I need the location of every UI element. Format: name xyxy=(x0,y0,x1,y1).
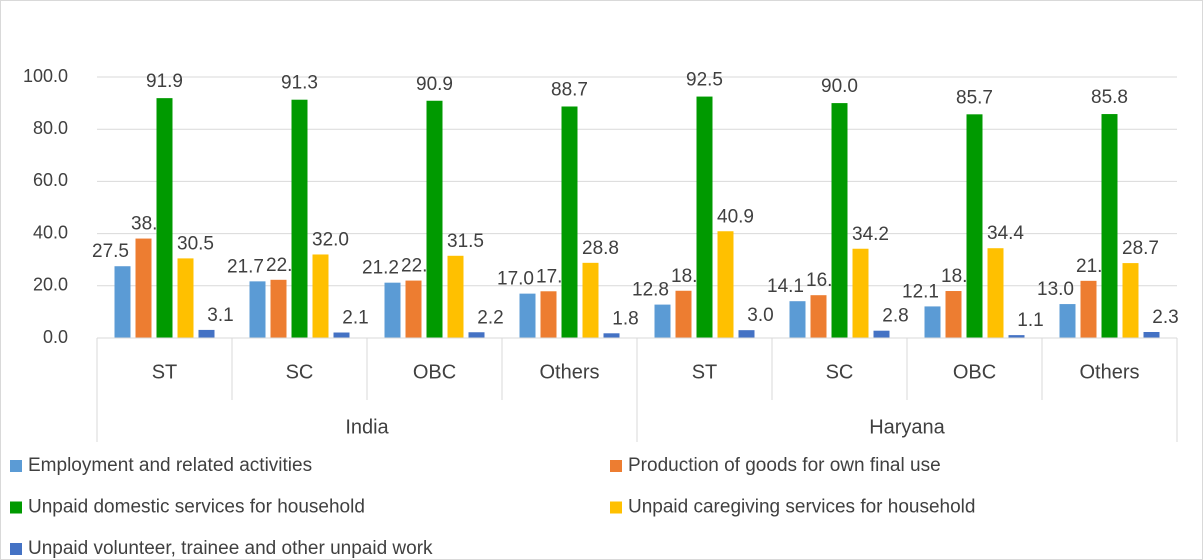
bar xyxy=(987,248,1004,338)
bar xyxy=(852,248,869,338)
y-tick-label: 80.0 xyxy=(33,118,68,138)
group-label: Haryana xyxy=(869,416,945,438)
x-tick-label: SC xyxy=(826,361,854,383)
data-label: 3.1 xyxy=(207,305,233,326)
x-tick-label: OBC xyxy=(413,361,456,383)
data-label: 28.7 xyxy=(1122,238,1159,259)
bar xyxy=(135,238,152,338)
data-label: 27.5 xyxy=(92,241,129,262)
y-tick-label: 20.0 xyxy=(33,275,68,295)
data-label: 91.9 xyxy=(146,71,183,92)
data-label: 2.1 xyxy=(342,308,368,329)
data-label: 1.8 xyxy=(612,308,638,329)
bar xyxy=(468,332,485,338)
data-label: 32.0 xyxy=(312,229,349,250)
bar xyxy=(810,295,827,338)
bar xyxy=(945,291,962,338)
data-label: 28.8 xyxy=(582,238,619,259)
bar xyxy=(519,293,536,338)
data-label: 40.9 xyxy=(717,206,754,227)
bar xyxy=(384,282,401,338)
data-label: 30.5 xyxy=(177,233,214,254)
data-label: 21.7 xyxy=(227,256,264,277)
data-label: 85.7 xyxy=(956,87,993,108)
bar xyxy=(582,262,599,338)
bar xyxy=(405,280,422,338)
bar xyxy=(1143,331,1160,338)
bar xyxy=(1101,114,1118,338)
bar xyxy=(675,290,692,338)
x-tick-label: ST xyxy=(692,361,718,383)
legend-label: Employment and related activities xyxy=(28,455,312,476)
legend-swatch xyxy=(10,460,22,472)
bar xyxy=(1008,335,1025,338)
legend-label: Unpaid caregiving services for household xyxy=(628,497,975,518)
bar xyxy=(270,279,287,338)
bar xyxy=(789,301,806,338)
bar xyxy=(831,103,848,338)
bar xyxy=(924,306,941,338)
bar xyxy=(561,106,578,338)
bar xyxy=(198,329,215,338)
bar xyxy=(114,266,131,338)
legend-swatch xyxy=(610,501,622,514)
group-label: India xyxy=(345,416,389,438)
data-label: 90.9 xyxy=(416,74,453,95)
bar xyxy=(603,333,620,338)
bar xyxy=(291,99,308,338)
data-label: 14.1 xyxy=(767,276,804,297)
bar xyxy=(540,291,557,338)
legend-label: Production of goods for own final use xyxy=(628,455,941,476)
legend-swatch xyxy=(10,543,22,555)
data-label: 91.3 xyxy=(281,73,318,94)
bar xyxy=(156,98,173,339)
bar xyxy=(249,281,266,338)
bar xyxy=(312,254,329,338)
data-label: 12.8 xyxy=(632,280,669,301)
y-tick-label: 60.0 xyxy=(33,170,68,190)
data-label: 2.8 xyxy=(882,306,908,327)
bar xyxy=(1122,263,1139,338)
x-tick-label: ST xyxy=(152,361,178,383)
y-tick-label: 100.0 xyxy=(23,66,68,86)
x-tick-label: OBC xyxy=(953,361,996,383)
legend-swatch xyxy=(10,501,22,514)
data-label: 17.0 xyxy=(497,269,534,290)
bar xyxy=(738,330,755,338)
bar xyxy=(654,304,671,338)
data-label: 88.7 xyxy=(551,80,588,101)
data-label: 12.1 xyxy=(902,281,939,302)
x-tick-label: Others xyxy=(539,361,599,383)
data-label: 34.2 xyxy=(852,224,889,245)
data-label: 2.3 xyxy=(1152,307,1178,328)
x-tick-label: Others xyxy=(1079,361,1139,383)
bar xyxy=(177,258,194,338)
bar xyxy=(1059,304,1076,338)
bar xyxy=(873,330,890,338)
data-label: 92.5 xyxy=(686,70,723,91)
bar xyxy=(1080,280,1097,338)
data-label: 85.8 xyxy=(1091,87,1128,108)
bar xyxy=(426,100,443,338)
bar xyxy=(333,332,350,338)
bar xyxy=(696,96,713,338)
legend-swatch xyxy=(610,460,622,472)
data-label: 1.1 xyxy=(1017,310,1043,331)
bar xyxy=(447,255,464,338)
data-label: 90.0 xyxy=(821,76,858,97)
data-label: 21.2 xyxy=(362,258,399,279)
legend-label: Unpaid domestic services for household xyxy=(28,497,365,518)
data-label: 34.4 xyxy=(987,223,1024,244)
data-label: 31.5 xyxy=(447,231,484,252)
x-tick-label: SC xyxy=(286,361,314,383)
bar xyxy=(717,231,734,338)
y-tick-label: 0.0 xyxy=(43,327,68,347)
y-tick-label: 40.0 xyxy=(33,222,68,242)
data-label: 13.0 xyxy=(1037,279,1074,300)
data-label: 3.0 xyxy=(747,305,773,326)
legend-label: Unpaid volunteer, trainee and other unpa… xyxy=(28,538,433,559)
bar xyxy=(966,114,983,338)
data-label: 2.2 xyxy=(477,307,503,328)
